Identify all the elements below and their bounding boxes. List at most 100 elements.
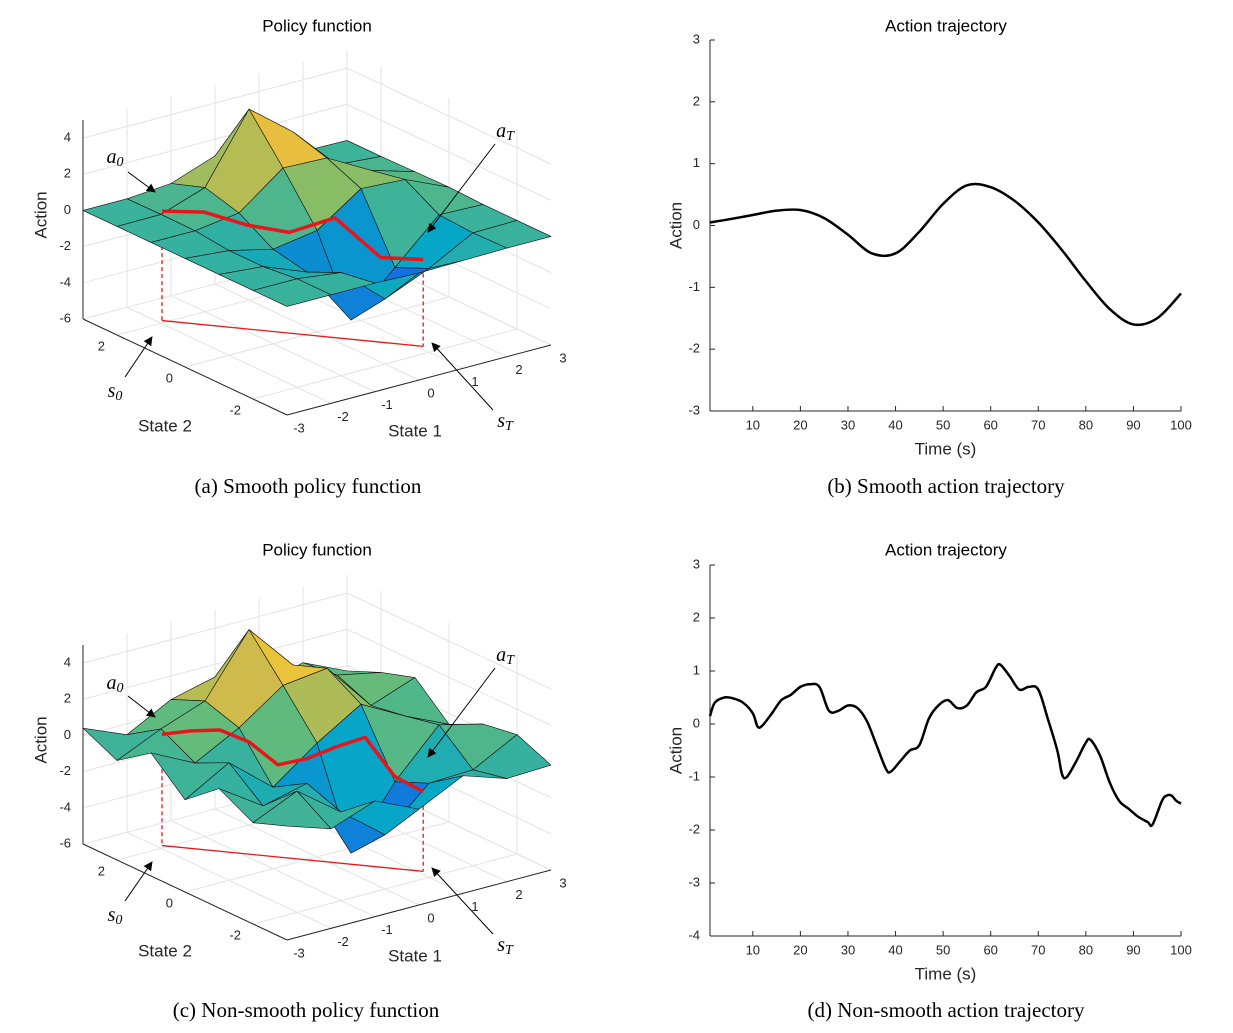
x-tick-label: 1: [471, 374, 478, 389]
x-tick-label: 20: [793, 942, 807, 957]
annotation-arrow: [127, 695, 156, 718]
annotation-subscript: T: [506, 653, 515, 668]
annotation-arrow: [427, 667, 496, 758]
annotation-symbol: a: [496, 120, 506, 142]
y-tick-label: 1: [693, 155, 700, 170]
x-tick-label: -2: [337, 409, 349, 424]
annotation-arrow: [127, 171, 156, 193]
y-tick-label: 2: [98, 338, 105, 353]
annotation-symbol: s: [108, 904, 116, 926]
annotation-subscript: 0: [115, 913, 122, 928]
y-tick-label: 0: [166, 895, 173, 910]
z-tick-label: -2: [59, 763, 71, 778]
x-tick-label: 20: [793, 417, 807, 432]
action-line: [708, 662, 1182, 828]
chart-title: Action trajectory: [885, 540, 1007, 559]
annotation-symbol: a: [107, 146, 117, 168]
trajectory-line: [161, 209, 424, 262]
z-tick-label: -4: [59, 274, 71, 289]
floor-projection: [161, 319, 424, 348]
annotation-symbol: a: [107, 672, 117, 694]
caption: (b) Smooth action trajectory: [827, 474, 1065, 498]
y-tick-label: 0: [693, 715, 700, 730]
x-tick-label: 40: [888, 942, 902, 957]
y-tick-label: -3: [688, 874, 700, 889]
x-tick-label: -3: [293, 945, 305, 960]
annotation: s0: [108, 904, 123, 929]
y-tick-label: -2: [688, 341, 700, 356]
surface-facet: [252, 278, 332, 307]
x-tick-label: 40: [888, 417, 902, 432]
grid-line: [252, 853, 518, 925]
action-line: [709, 182, 1182, 327]
x-tick-label: 0: [427, 385, 434, 400]
x-tick-label: 100: [1170, 417, 1192, 432]
annotation-subscript: 0: [117, 681, 124, 696]
z-tick-label: 2: [64, 166, 71, 181]
x-tick-label: -1: [381, 922, 393, 937]
x-tick-label: 60: [983, 417, 997, 432]
annotation-subscript: T: [505, 943, 514, 958]
y-tick-label: -2: [229, 927, 241, 942]
y-tick-label: 2: [98, 863, 105, 878]
x-tick-label: 3: [559, 875, 566, 890]
x-tick-label: 90: [1126, 417, 1140, 432]
x-tick-label: 60: [983, 942, 997, 957]
z-axis-label: Action: [31, 191, 50, 238]
z-axis-label: Action: [31, 716, 50, 763]
axis-line: [82, 318, 288, 416]
y-tick-label: 3: [693, 556, 700, 571]
x-tick-label: 50: [936, 942, 950, 957]
annotation-arrow: [124, 336, 153, 378]
annotation: aT: [496, 644, 515, 669]
x-tick-label: -1: [381, 397, 393, 412]
x-tick-label: 2: [515, 362, 522, 377]
trajectory-line: [161, 728, 425, 794]
x-tick-label: 70: [1031, 942, 1045, 957]
grid-line: [346, 592, 552, 690]
x-tick-label: 30: [841, 417, 855, 432]
x-axis-label: Time (s): [915, 439, 977, 458]
x-tick-label: 1: [471, 899, 478, 914]
x-tick-label: 10: [746, 417, 760, 432]
annotation-arrow: [431, 867, 494, 935]
y-tick-label: 0: [166, 370, 173, 385]
grid-line: [252, 328, 518, 400]
annotation-subscript: 0: [115, 389, 122, 404]
annotation-arrow: [431, 342, 494, 411]
annotation-symbol: s: [497, 934, 505, 956]
annotation-subscript: T: [506, 129, 515, 144]
caption: (c) Non-smooth policy function: [173, 998, 440, 1022]
chart-title: Policy function: [262, 540, 372, 559]
y-axis-label: Action: [666, 727, 685, 774]
y-tick-label: 2: [693, 609, 700, 624]
x-tick-label: 50: [936, 417, 950, 432]
annotation: sT: [497, 410, 514, 435]
annotation-subscript: 0: [117, 155, 124, 170]
axis-line: [82, 843, 288, 941]
grid-line: [346, 103, 552, 201]
caption: (a) Smooth policy function: [195, 474, 422, 498]
annotation-symbol: s: [497, 410, 505, 432]
y-tick-label: 2: [693, 93, 700, 108]
z-tick-label: 4: [64, 130, 71, 145]
y-tick-label: -4: [688, 927, 700, 942]
x-axis-label: Time (s): [915, 964, 977, 983]
grid-line: [184, 821, 450, 893]
x-tick-label: -3: [293, 420, 305, 435]
x-tick-label: 0: [427, 910, 434, 925]
axis-line: [286, 869, 552, 941]
y-axis-label: Action: [666, 202, 685, 249]
x-tick-label: 100: [1170, 942, 1192, 957]
grid-line: [346, 67, 552, 165]
z-tick-label: 0: [64, 727, 71, 742]
caption: (d) Non-smooth action trajectory: [808, 998, 1085, 1022]
z-tick-label: -2: [59, 238, 71, 253]
y-tick-label: -1: [688, 768, 700, 783]
grid-line: [346, 628, 552, 726]
x-tick-label: 90: [1126, 942, 1140, 957]
axis-line: [286, 344, 552, 416]
z-tick-label: 0: [64, 202, 71, 217]
